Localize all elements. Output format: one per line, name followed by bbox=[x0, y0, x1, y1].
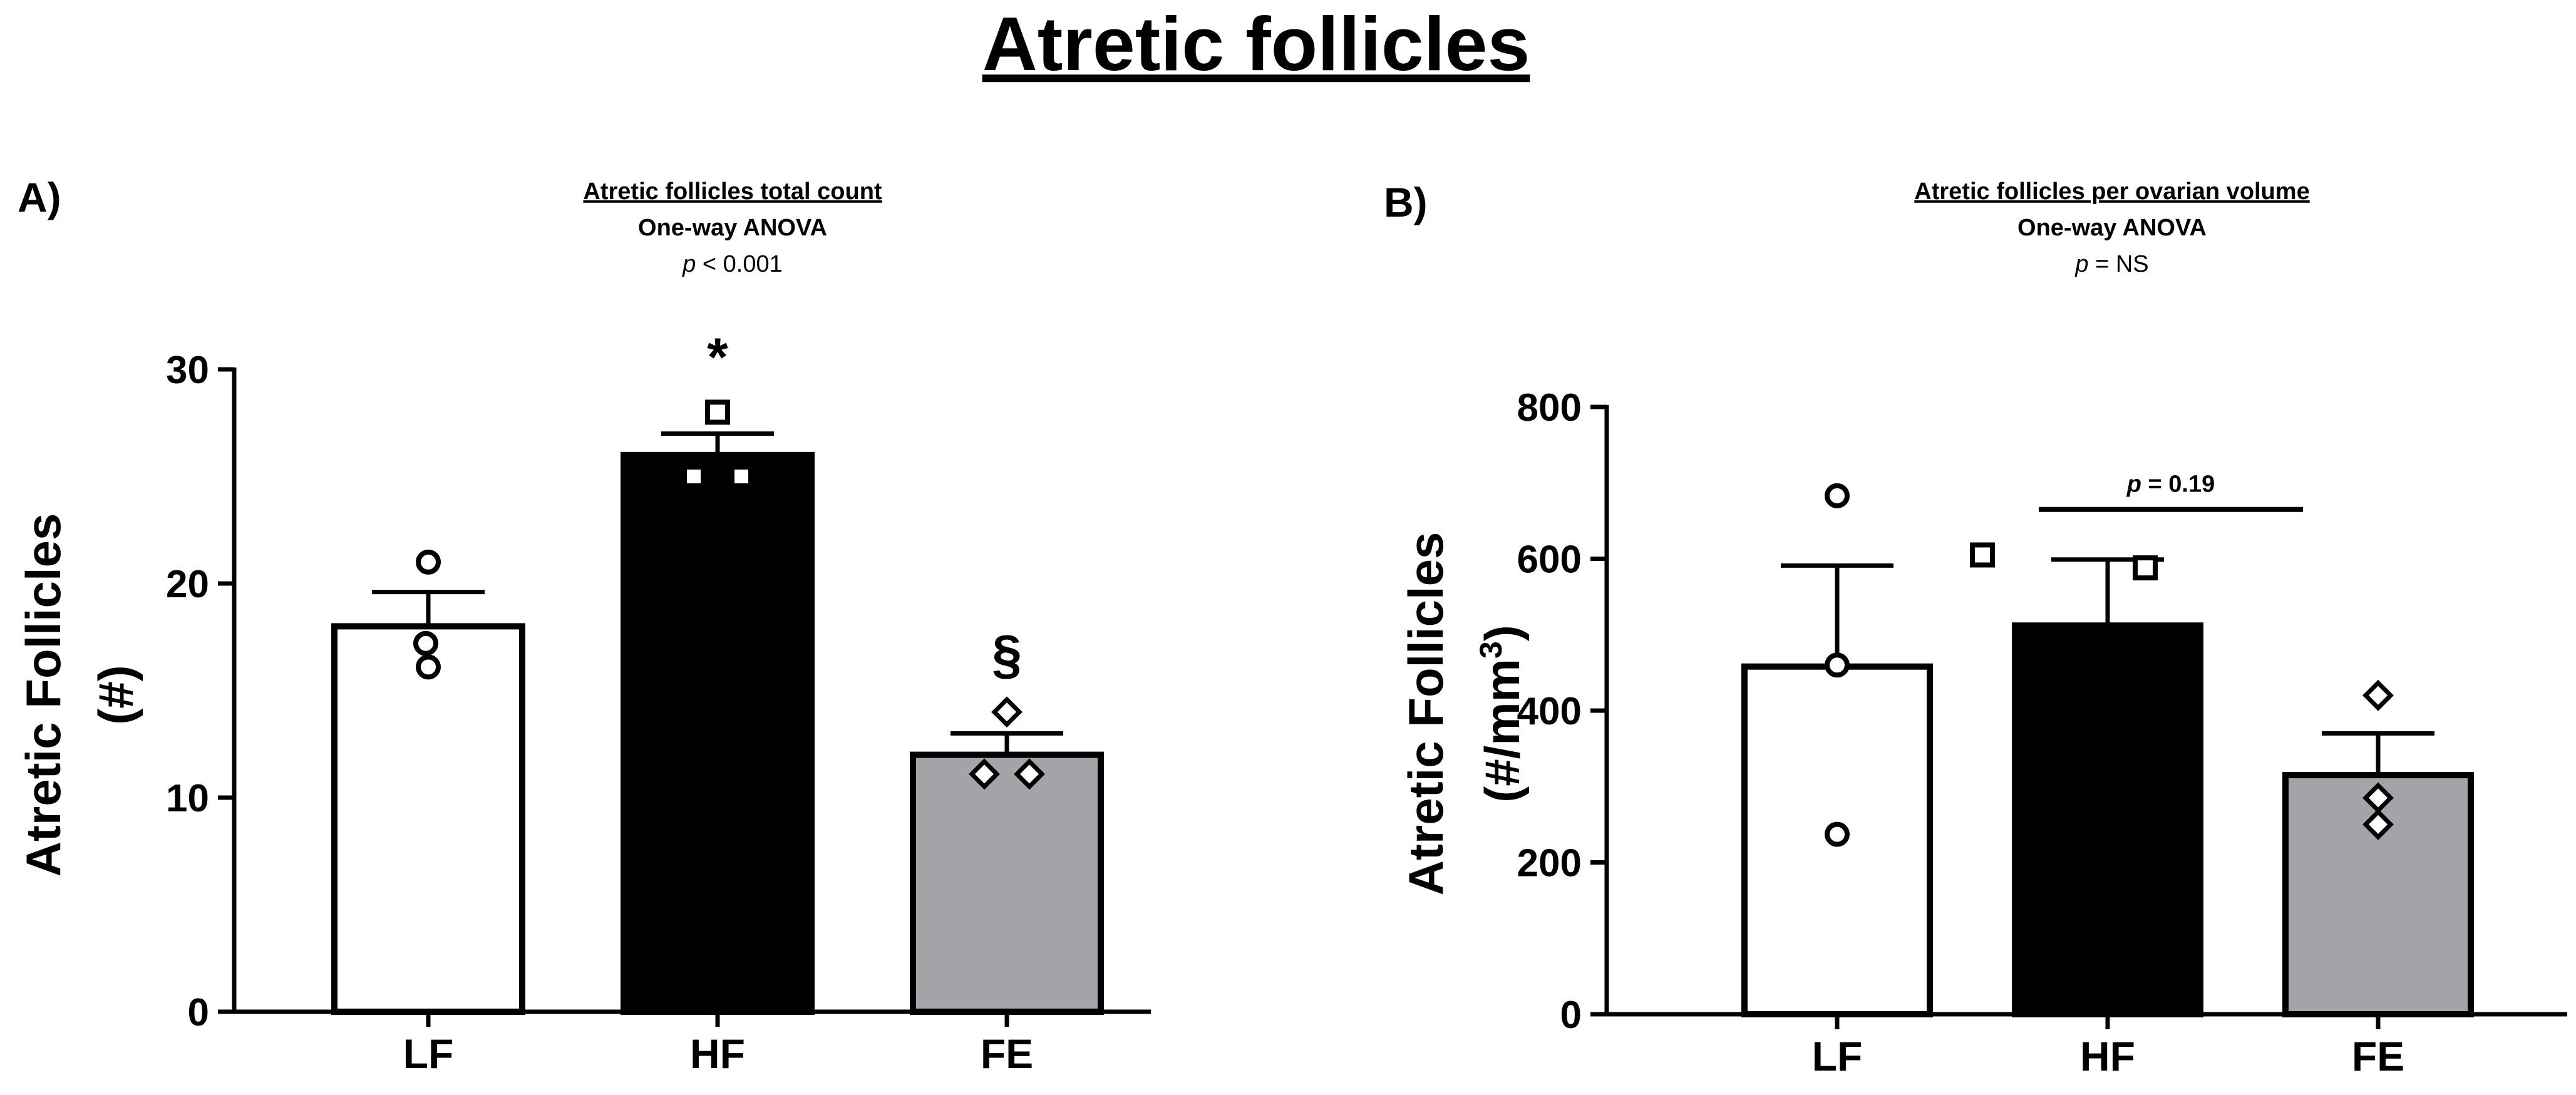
data-point-square bbox=[705, 399, 730, 425]
panel-title: Atretic follicles total count bbox=[583, 178, 882, 205]
y-axis-unit: (#/mm3) bbox=[1473, 625, 1530, 803]
bar-fe bbox=[910, 751, 1104, 1015]
data-point-square bbox=[1969, 748, 1983, 762]
significance-marker: * bbox=[707, 327, 728, 388]
comparison-p-value: p = 0.19 bbox=[2126, 471, 2215, 498]
y-unit-superscript: 3 bbox=[1473, 641, 1508, 659]
y-tick-label: 30 bbox=[166, 349, 209, 392]
y-axis-title: Atretic Follicles bbox=[1398, 532, 1453, 896]
p-symbol: p bbox=[2126, 471, 2141, 498]
test-name: One-way ANOVA bbox=[2017, 215, 2207, 241]
y-tick-label: 0 bbox=[1560, 994, 1582, 1037]
y-tick-label: 800 bbox=[1517, 386, 1582, 429]
data-point-square bbox=[2133, 555, 2158, 581]
data-point-diamond bbox=[2362, 808, 2394, 840]
x-tick-label: FE bbox=[2352, 1033, 2404, 1079]
data-point-diamond bbox=[1014, 758, 1045, 790]
p-value-text: < 0.001 bbox=[696, 251, 782, 277]
y-tick-label: 600 bbox=[1517, 538, 1582, 582]
p-symbol: p bbox=[682, 251, 696, 277]
data-point-circle bbox=[416, 654, 441, 680]
y-tick-label: 10 bbox=[166, 777, 209, 820]
y-axis-unit: (#) bbox=[88, 665, 143, 724]
data-point-square bbox=[1970, 542, 1995, 568]
x-tick-label: LF bbox=[1812, 1033, 1863, 1079]
bar-hf bbox=[621, 451, 815, 1015]
data-point-circle bbox=[1825, 483, 1850, 508]
y-tick-label: 400 bbox=[1517, 690, 1582, 733]
p-value-text: = NS bbox=[2089, 251, 2149, 277]
y-tick-label: 200 bbox=[1517, 842, 1582, 885]
x-tick-label: FE bbox=[981, 1031, 1033, 1077]
bar-lf bbox=[331, 623, 525, 1015]
y-unit-text: (#) bbox=[88, 665, 143, 724]
data-point-circle bbox=[1825, 652, 1850, 678]
data-point-diamond bbox=[2362, 679, 2394, 711]
x-tick-label: HF bbox=[2080, 1033, 2135, 1079]
panel-label: B) bbox=[1384, 179, 1428, 225]
data-point-circle bbox=[413, 630, 438, 656]
panel-label: A) bbox=[18, 174, 61, 220]
panel-a: A) Atretic follicles total count One-way A… bbox=[16, 174, 1151, 1077]
p-value-overall: p < 0.001 bbox=[682, 251, 783, 277]
data-point-diamond bbox=[969, 758, 1000, 790]
x-tick-label: HF bbox=[690, 1031, 745, 1077]
data-point-circle bbox=[1825, 821, 1850, 847]
data-point-square bbox=[687, 470, 701, 483]
bar-hf bbox=[2012, 622, 2203, 1017]
y-axis-title: Atretic Follicles bbox=[16, 513, 71, 877]
data-point-square bbox=[734, 470, 748, 483]
p-value-overall: p = NS bbox=[2074, 251, 2148, 277]
x-tick-label: LF bbox=[403, 1031, 454, 1077]
p-symbol: p bbox=[2074, 251, 2088, 277]
data-point-circle bbox=[416, 549, 441, 575]
data-point-diamond bbox=[991, 696, 1023, 728]
y-tick-label: 20 bbox=[166, 563, 209, 606]
y-unit-text: (#/mm bbox=[1475, 659, 1530, 803]
test-name: One-way ANOVA bbox=[638, 215, 827, 241]
y-unit-close: ) bbox=[1475, 625, 1530, 641]
significance-marker: § bbox=[992, 625, 1022, 685]
panel-title: Atretic follicles per ovarian volume bbox=[1914, 178, 2309, 205]
p-value-text: = 0.19 bbox=[2141, 471, 2215, 498]
y-tick-label: 0 bbox=[188, 991, 209, 1034]
panel-b: B) Atretic follicles per ovarian volume On… bbox=[1384, 178, 2567, 1079]
figure-title: Atretic follicles bbox=[982, 1, 1530, 86]
